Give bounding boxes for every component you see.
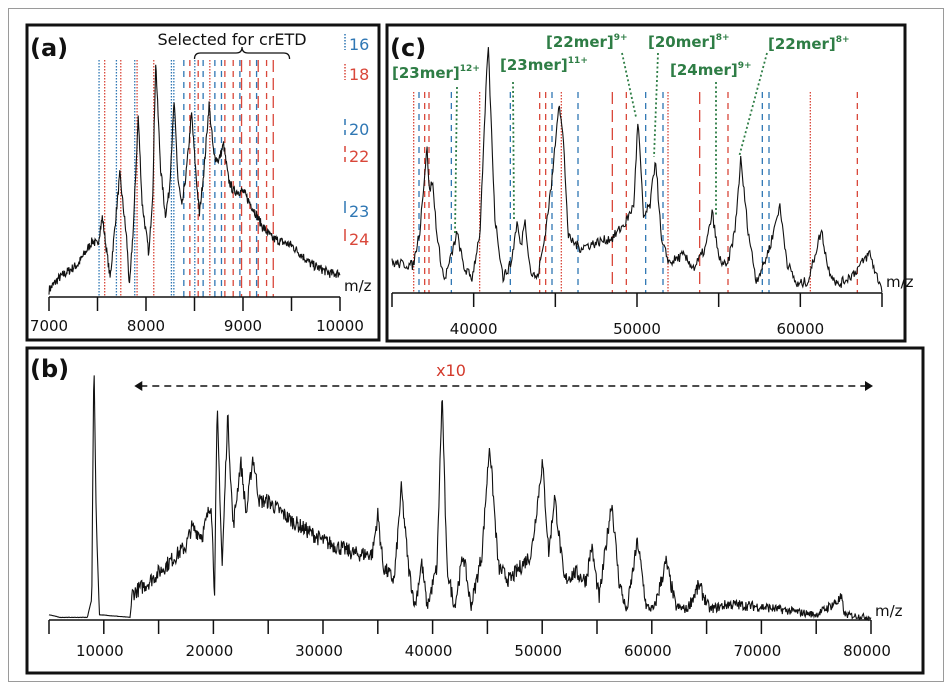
x-tick-label: 50000 (514, 642, 562, 660)
annotation-name: [23mer] (392, 64, 460, 82)
annotation-name: [22mer] (768, 35, 836, 53)
spectrum-trace (48, 375, 872, 622)
panel-b: (b) 10000 20000 30000 40000 50000 60000 70000 80… (25, 346, 925, 675)
annotation-charge: 8+ (716, 33, 730, 43)
x-tick-label: 70000 (734, 642, 782, 660)
arrow-head-right-icon (865, 381, 873, 391)
scale-annotation: x10 (436, 361, 466, 380)
legend-label: 18 (349, 65, 369, 84)
x-tick-label: 10000 (316, 317, 364, 335)
legend-label: 22 (349, 147, 369, 166)
annotation-leader-line (512, 81, 515, 221)
annotation-leader-line (621, 52, 637, 118)
peak-annotation: [22mer]8+ (768, 35, 850, 53)
x-tick-label: 10000 (76, 642, 124, 660)
figure-frame (8, 8, 944, 682)
annotation-name: [23mer] (500, 56, 568, 74)
panel-label: (a) (30, 34, 68, 62)
x-tick-label: 8000 (127, 317, 165, 335)
x-tick-label: 9000 (224, 317, 262, 335)
x-tick-label: 7000 (30, 317, 68, 335)
panel-border (25, 23, 381, 342)
peak-annotation: [23mer]12+ (392, 64, 480, 82)
legend-label: 23 (349, 202, 369, 221)
panel-a: (a) 7000 8000 9000 10000 m/z Selected for crET… (25, 23, 381, 342)
x-axis-label: m/z (344, 277, 372, 295)
annotation-name: [24mer] (670, 61, 738, 79)
panel-border (385, 23, 907, 343)
panel-label: (c) (390, 34, 426, 62)
spectrum-trace (391, 47, 883, 293)
panel-border (25, 346, 925, 675)
spectrum-trace (48, 64, 341, 295)
x-axis-label: m/z (875, 602, 903, 620)
annotation-charge: 11+ (568, 56, 588, 66)
peak-annotation: [22mer]9+ (546, 33, 628, 51)
peak-annotation: [24mer]9+ (670, 61, 752, 79)
x-tick-label: 30000 (295, 642, 343, 660)
arrow-head-left-icon (134, 381, 143, 391)
bracket-label: Selected for crETD (157, 30, 306, 49)
legend-label: 20 (349, 120, 369, 139)
panel-label: (b) (30, 355, 69, 383)
annotation-charge: 9+ (738, 61, 752, 71)
annotation-leader-line (653, 52, 659, 158)
peak-annotation: [20mer]8+ (648, 33, 730, 51)
legend-label: 24 (349, 230, 369, 249)
x-axis-label: m/z (886, 273, 914, 291)
annotation-leader-line (454, 86, 458, 235)
x-tick-label: 40000 (405, 642, 453, 660)
x-tick-label: 50000 (613, 320, 661, 338)
bracket (193, 46, 291, 60)
x-tick-label: 60000 (776, 320, 824, 338)
annotation-charge: 8+ (836, 35, 850, 45)
x-tick-label: 60000 (624, 642, 672, 660)
annotation-charge: 9+ (614, 33, 628, 43)
x-tick-label: 80000 (843, 642, 891, 660)
annotation-charge: 12+ (460, 64, 480, 74)
x-tick-label: 40000 (450, 320, 498, 338)
annotation-name: [20mer] (648, 33, 716, 51)
peak-annotation: [23mer]11+ (500, 56, 588, 74)
annotation-name: [22mer] (546, 33, 614, 51)
x-tick-label: 20000 (186, 642, 234, 660)
legend-label: 16 (349, 35, 369, 54)
